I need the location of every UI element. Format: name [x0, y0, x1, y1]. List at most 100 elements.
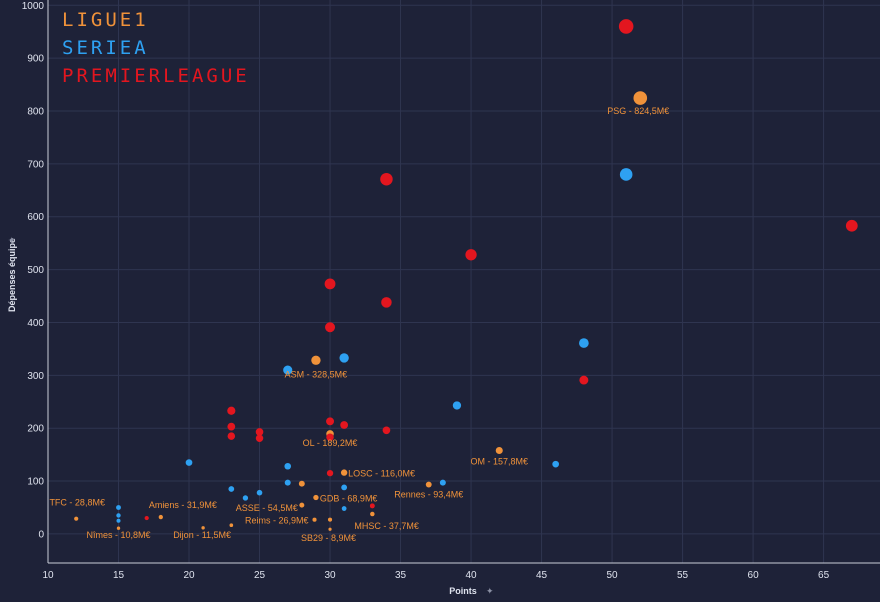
- premier-league-point[interactable]: [380, 172, 393, 186]
- premier-league-point[interactable]: [255, 428, 264, 436]
- legend-entry[interactable]: SERIEA: [62, 37, 149, 59]
- ligue-1-point[interactable]: [201, 526, 205, 530]
- x-tick-label: 15: [113, 570, 125, 581]
- y-tick-label: 500: [27, 265, 44, 276]
- legend-entry[interactable]: PREMIERLEAGUE: [62, 65, 250, 87]
- y-tick-label: 100: [27, 477, 44, 488]
- point-label: TFC - 28,8M€: [49, 498, 105, 508]
- premier-league-point[interactable]: [325, 322, 336, 333]
- premier-league-point[interactable]: [255, 434, 264, 442]
- serie-a-point[interactable]: [185, 459, 193, 466]
- gridlines: [47, 0, 880, 564]
- legend: LIGUE1 SERIEA PREMIERLEAGUE: [62, 9, 250, 87]
- point-label: SB29 - 8,9M€: [301, 533, 356, 543]
- y-tick-label: 900: [27, 54, 44, 65]
- point-label: ASSE - 54,5M€: [236, 503, 298, 513]
- serie-a-point[interactable]: [452, 401, 462, 410]
- y-tick-label: 600: [27, 212, 44, 223]
- x-tick-label: 55: [677, 570, 689, 581]
- ligue-1-point[interactable]: [298, 480, 305, 487]
- premier-league-point[interactable]: [326, 417, 334, 426]
- serie-a-point[interactable]: [552, 460, 559, 468]
- premier-league-point[interactable]: [579, 375, 589, 385]
- premier-league-point[interactable]: [227, 406, 236, 415]
- premier-league-point[interactable]: [227, 422, 236, 431]
- ligue-1-point[interactable]: [229, 523, 234, 528]
- serie-a-point[interactable]: [579, 338, 589, 348]
- premier-league-point[interactable]: [227, 432, 236, 440]
- y-tick-label: 300: [27, 371, 44, 382]
- ligue-1-point[interactable]: [425, 481, 432, 488]
- ligue-1-point[interactable]: [328, 527, 332, 531]
- premier-league-point[interactable]: [465, 249, 477, 261]
- x-axis-title: Points: [449, 586, 477, 596]
- serie-a-point[interactable]: [339, 353, 349, 363]
- serie-a-point[interactable]: [116, 505, 121, 510]
- serie-a-point[interactable]: [228, 486, 235, 492]
- point-label: PSG - 824,5M€: [607, 106, 669, 116]
- y-tick-label: 200: [27, 424, 44, 435]
- serie-a-point[interactable]: [242, 495, 249, 501]
- premier-league-point[interactable]: [845, 219, 858, 232]
- ligue-1-point[interactable]: [313, 494, 319, 501]
- premier-league-point[interactable]: [381, 297, 392, 308]
- ligue-1-point[interactable]: [116, 526, 121, 530]
- premier-league-point[interactable]: [324, 278, 336, 290]
- serie-a-point[interactable]: [619, 168, 633, 181]
- ligue-1-point[interactable]: [311, 355, 321, 365]
- legend-entry[interactable]: LIGUE1: [62, 9, 149, 31]
- point-label: MHSC - 37,7M€: [354, 521, 419, 531]
- serie-a-point[interactable]: [256, 489, 263, 496]
- point-label: LOSC - 116,0M€: [348, 469, 415, 479]
- y-tick-label: 1000: [22, 1, 45, 12]
- x-tick-label: 35: [395, 570, 407, 581]
- serie-a-point[interactable]: [284, 479, 291, 486]
- premier-league-point[interactable]: [382, 426, 391, 435]
- serie-a-point[interactable]: [341, 506, 347, 511]
- serie-a-point[interactable]: [341, 484, 348, 491]
- axis-ticks: 10 15 20 25 30 35 40 45 50 55 60 65 0 100 200 300 400 500…: [22, 1, 830, 581]
- ligue-1-point[interactable]: [312, 517, 317, 522]
- data-labels: PSG - 824,5M€ ASM - 328,5M€ OL - 189,2M€ OM…: [49, 106, 669, 543]
- y-axis-pin-icon[interactable]: ✦: [7, 236, 17, 244]
- premier-league-point[interactable]: [340, 421, 349, 429]
- premier-league-point[interactable]: [369, 503, 375, 509]
- ligue-1-point[interactable]: [299, 502, 305, 508]
- y-tick-label: 700: [27, 159, 44, 170]
- ligue-1-point[interactable]: [74, 516, 79, 521]
- serie-a-point[interactable]: [116, 513, 121, 518]
- point-label: GDB - 68,9M€: [320, 494, 378, 504]
- ligue-1-point[interactable]: [158, 514, 163, 520]
- ligue-1-point[interactable]: [340, 469, 348, 476]
- serie-a-point[interactable]: [116, 518, 121, 523]
- ligue-1-point[interactable]: [327, 517, 333, 522]
- point-label: Nîmes - 10,8M€: [86, 530, 150, 540]
- premier-league-point[interactable]: [326, 433, 334, 441]
- point-label: Amiens - 31,9M€: [149, 500, 217, 510]
- y-tick-label: 400: [27, 318, 44, 329]
- premier-league-point[interactable]: [618, 19, 634, 34]
- premier-league-point[interactable]: [326, 469, 334, 477]
- x-tick-label: 20: [183, 570, 195, 581]
- ligue-1-point[interactable]: [633, 91, 648, 105]
- y-tick-label: 800: [27, 107, 44, 118]
- x-tick-label: 65: [818, 570, 830, 581]
- premier-league-point[interactable]: [144, 515, 149, 521]
- data-points: [74, 19, 858, 531]
- ligue-1-point[interactable]: [370, 511, 375, 517]
- serie-a-point[interactable]: [284, 462, 292, 470]
- x-tick-label: 45: [536, 570, 548, 581]
- point-label: OL - 189,2M€: [303, 438, 358, 448]
- point-label: Reims - 26,9M€: [245, 516, 309, 526]
- serie-a-point[interactable]: [283, 365, 293, 375]
- x-tick-label: 30: [324, 570, 336, 581]
- x-axis-pin-icon[interactable]: ✦: [486, 586, 494, 596]
- y-axis-title: Dépenses équipe: [7, 238, 17, 312]
- x-tick-label: 50: [607, 570, 619, 581]
- ligue-1-point[interactable]: [495, 446, 503, 455]
- x-tick-label: 10: [42, 570, 54, 581]
- serie-a-point[interactable]: [439, 479, 446, 486]
- x-tick-label: 40: [465, 570, 477, 581]
